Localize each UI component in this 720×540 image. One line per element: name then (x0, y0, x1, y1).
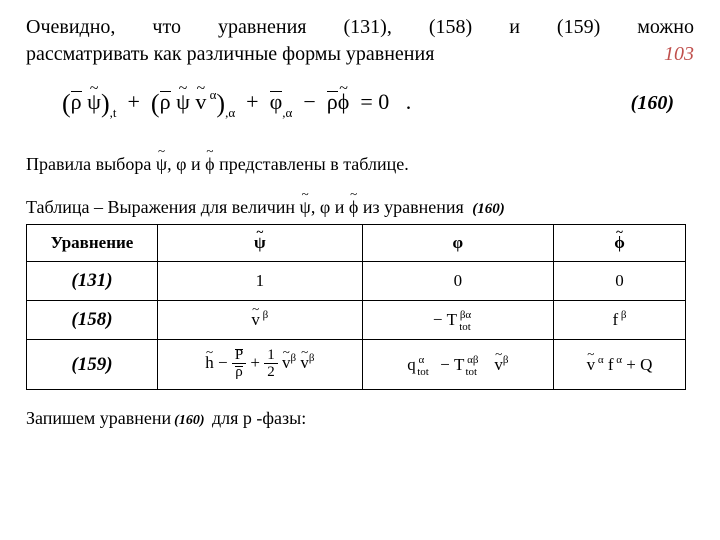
table-header: φ (362, 225, 553, 262)
rules-prefix: Правила выбора (26, 154, 156, 174)
intro-word: (158) (429, 14, 472, 41)
phi-symbol: φ (176, 154, 186, 174)
table-header: ϕ (553, 225, 685, 262)
final-prefix: Запишем уравнени (26, 408, 171, 428)
varphi-symbol: ~ϕ (349, 197, 358, 218)
table-cell: − T βαtot (362, 301, 553, 340)
eq-ref-cell: (131) (27, 262, 158, 301)
equation-table: Уравнение ψ φ ϕ (131) 1 0 0 (158) v β − … (26, 224, 686, 390)
phi-header: φ (453, 233, 464, 252)
table-cell: 0 (362, 262, 553, 301)
psi-header: ψ (254, 233, 266, 253)
table-cell: f β (553, 301, 685, 340)
table-header: ψ (158, 225, 363, 262)
rules-sentence: Правила выбора ~ψ, φ и ~ϕ представлены в… (26, 154, 694, 175)
table-title-sep: , (311, 197, 320, 217)
intro-word: можно (637, 14, 694, 41)
final-ref: (160) (171, 413, 207, 428)
intro-word: Очевидно, (26, 14, 115, 41)
intro-word: уравнения (218, 14, 307, 41)
table-cell: h − Pρ + 12 vβ vβ (158, 340, 363, 390)
equation-ref: (160) (631, 92, 674, 115)
intro-line2: рассматривать как различные формы уравне… (26, 41, 434, 68)
table-title-sep: и (330, 197, 349, 217)
psi-symbol: ~ψ (156, 154, 167, 175)
intro-word: (159) (557, 14, 600, 41)
table-row: (158) v β − T βαtot f β (27, 301, 686, 340)
page-number: 103 (634, 41, 694, 68)
intro-word: и (509, 14, 520, 41)
eq-ref-cell: (158) (27, 301, 158, 340)
intro-word: (131), (344, 14, 392, 41)
table-cell: 0 (553, 262, 685, 301)
table-title-suffix: из уравнения (358, 197, 463, 217)
intro-paragraph: Очевидно, что уравнения (131), (158) и (… (26, 14, 694, 68)
varphi-header: ϕ (614, 233, 625, 253)
table-title-prefix: Таблица – Выражения для величин (26, 197, 300, 217)
final-sentence: Запишем уравнени(160) для p -фазы: (26, 408, 694, 429)
table-cell: 1 (158, 262, 363, 301)
rules-sep: , (167, 154, 176, 174)
rules-sep: и (187, 154, 206, 174)
table-row: (131) 1 0 0 (27, 262, 686, 301)
table-header: Уравнение (27, 225, 158, 262)
table-title: Таблица – Выражения для величин ~ψ, φ и … (26, 197, 694, 218)
equation-body: (ρ ~ψ),t + (ρ ~ψ ~v α),α + φ,α − ρ~ϕ = 0… (62, 86, 411, 118)
intro-word: что (152, 14, 181, 41)
eq-ref-cell: (159) (27, 340, 158, 390)
rules-suffix: представлены в таблице. (215, 154, 409, 174)
phi-symbol: φ (320, 197, 330, 217)
table-cell: v α f α + Q (553, 340, 685, 390)
psi-symbol: ~ψ (300, 197, 311, 218)
table-row: (159) h − Pρ + 12 vβ vβ q αtot − T αβtot… (27, 340, 686, 390)
varphi-symbol: ~ϕ (205, 154, 214, 175)
table-cell: v β (158, 301, 363, 340)
final-suffix: для p -фазы: (212, 408, 306, 428)
table-cell: q αtot − T αβtot vβ (362, 340, 553, 390)
table-title-ref: (160) (468, 201, 505, 217)
table-header-row: Уравнение ψ φ ϕ (27, 225, 686, 262)
equation-block: (ρ ~ψ),t + (ρ ~ψ ~v α),α + φ,α − ρ~ϕ = 0… (26, 86, 694, 126)
